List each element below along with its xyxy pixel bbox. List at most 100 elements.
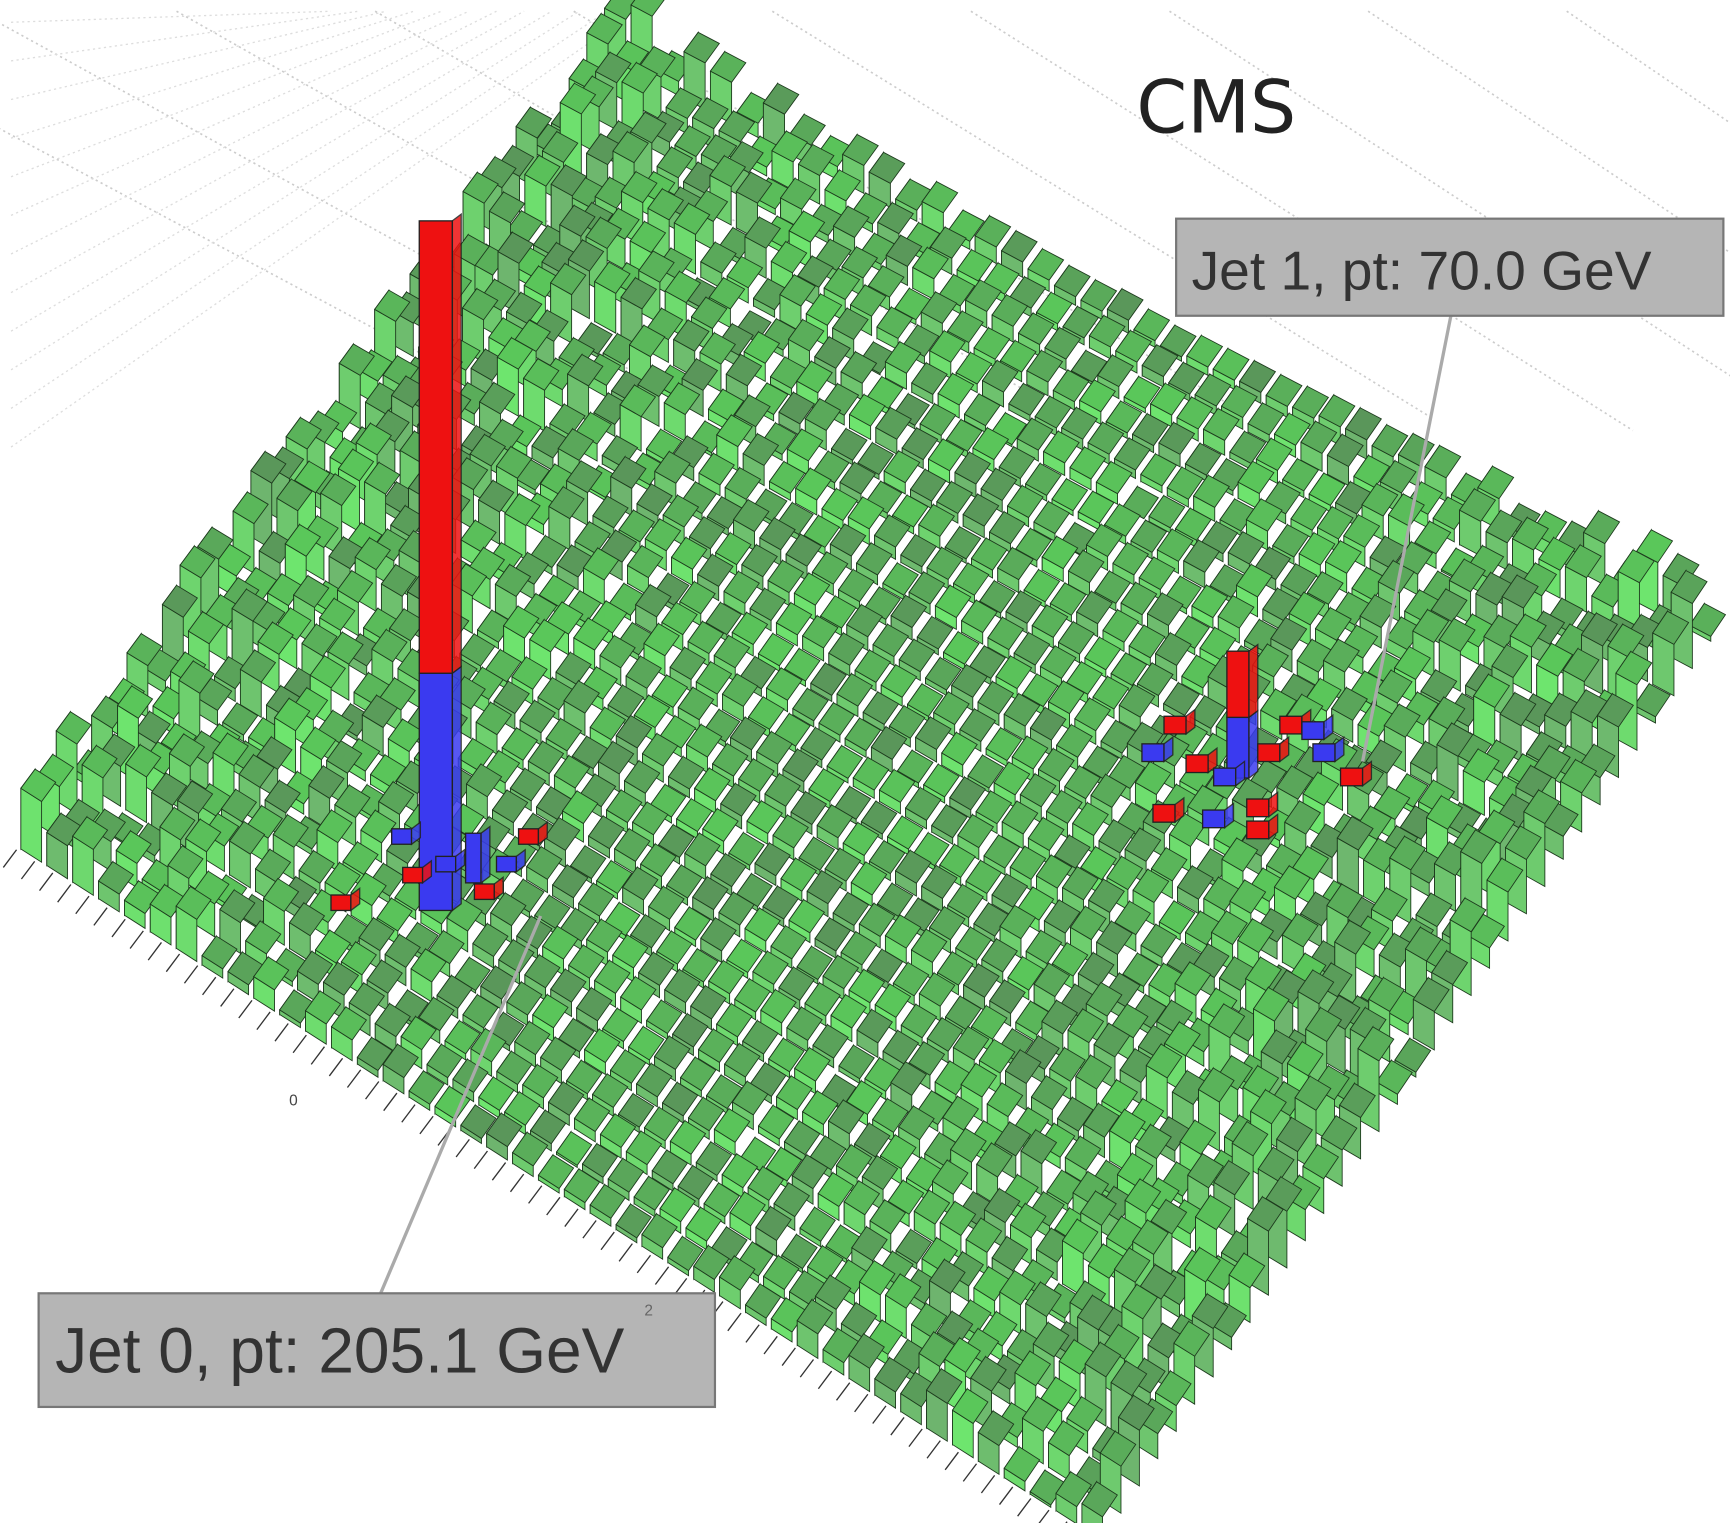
jet-tower-side	[451, 212, 462, 675]
tower-top	[548, 486, 585, 520]
tower-top	[1504, 825, 1542, 861]
tower-top	[1158, 421, 1196, 455]
tower-top	[956, 249, 994, 282]
axis-tick	[419, 1115, 434, 1135]
tower-top	[1211, 910, 1248, 946]
tower-top	[1095, 460, 1133, 495]
tower-top	[1023, 568, 1061, 603]
tower-top	[931, 804, 968, 839]
jet-tower-side	[1248, 709, 1259, 780]
tower-top	[1448, 558, 1486, 593]
tower-top	[1044, 326, 1082, 360]
tower-top	[1061, 406, 1098, 440]
tower-top	[1237, 460, 1275, 495]
axis-tick	[292, 1034, 307, 1054]
tower-top	[1523, 789, 1561, 825]
axis-tick	[93, 907, 108, 926]
tower-top	[959, 708, 997, 743]
tower-top	[497, 231, 534, 264]
tower-top	[872, 623, 910, 658]
tower-top	[567, 353, 604, 387]
tower-top	[1282, 458, 1320, 492]
tower-top	[715, 532, 752, 566]
axis-tick	[854, 1393, 869, 1413]
annotation: Jet 0, pt: 205.1 GeV	[55, 1315, 624, 1387]
tower-top	[900, 533, 937, 568]
tower-top	[1057, 621, 1095, 655]
tower-top	[645, 428, 683, 462]
tower-top	[1477, 465, 1515, 500]
tower-top	[478, 381, 516, 415]
tower-top	[1237, 918, 1275, 954]
tower-top	[970, 537, 1008, 571]
axis-tick	[1017, 1498, 1032, 1517]
grid-line	[10, 10, 525, 294]
grid-line	[10, 10, 387, 101]
tower-top	[1128, 624, 1166, 659]
tower-top	[757, 632, 795, 667]
axis-tick	[310, 1046, 325, 1065]
tower-top	[841, 246, 879, 279]
tower-top	[775, 602, 813, 636]
tower-top	[1239, 359, 1277, 394]
tower-top	[1326, 433, 1364, 468]
tower-top	[787, 318, 825, 352]
jet-tower-face	[1279, 715, 1303, 735]
tower-top	[725, 353, 763, 387]
tower-top	[1080, 279, 1118, 312]
tower-top	[804, 398, 842, 431]
tower-top	[1098, 819, 1136, 854]
tower-top	[826, 745, 864, 779]
tower-top	[926, 546, 964, 581]
tower-top	[1560, 759, 1598, 794]
tower-top	[1229, 879, 1267, 915]
tower-top	[1105, 400, 1143, 434]
tower-top	[1193, 474, 1230, 508]
title: CMS	[1136, 66, 1296, 151]
tower-top	[1156, 528, 1194, 562]
jet-tower-face	[1152, 803, 1176, 823]
tower-top	[875, 406, 912, 440]
grid-line	[10, 10, 442, 178]
tower-top	[469, 433, 507, 467]
tower-top	[541, 131, 579, 163]
tower-top	[1377, 560, 1415, 594]
tower-top	[1229, 430, 1267, 464]
tower-top	[1123, 375, 1161, 409]
tower-top	[574, 521, 611, 555]
jet-tower-face	[1257, 743, 1281, 763]
axis-tick	[890, 1417, 905, 1436]
tower-top	[1015, 527, 1052, 562]
tower-top	[1580, 612, 1618, 647]
tower-top	[1438, 617, 1476, 652]
axis-tick	[39, 872, 54, 891]
tower-top	[1024, 462, 1062, 496]
grid-line	[10, 10, 470, 216]
axis-tick	[183, 965, 199, 984]
tower-top	[461, 288, 499, 321]
tower-top	[997, 546, 1034, 581]
tower-top	[374, 289, 411, 322]
tower-top	[1186, 334, 1224, 368]
tower-top	[995, 655, 1033, 690]
tower-top	[1027, 248, 1065, 281]
tower-top	[1280, 563, 1318, 597]
tower-top	[967, 754, 1005, 789]
tower-top	[988, 511, 1026, 545]
tower-top	[1019, 773, 1057, 808]
tower-top	[1140, 923, 1178, 959]
tower-top	[973, 327, 1011, 360]
tower-top	[945, 418, 983, 452]
grid-line	[10, 10, 608, 409]
tower-top	[1189, 695, 1227, 730]
tower-top	[1389, 835, 1427, 871]
axis-tick	[346, 1069, 362, 1088]
tower-top	[1424, 444, 1462, 479]
tower-top	[1302, 771, 1340, 807]
tower-top	[1026, 349, 1064, 383]
tower-top	[538, 574, 576, 608]
tower-top	[942, 631, 980, 665]
tower-top	[842, 133, 879, 167]
tower-top	[1300, 420, 1338, 455]
tower-top	[1176, 396, 1214, 430]
